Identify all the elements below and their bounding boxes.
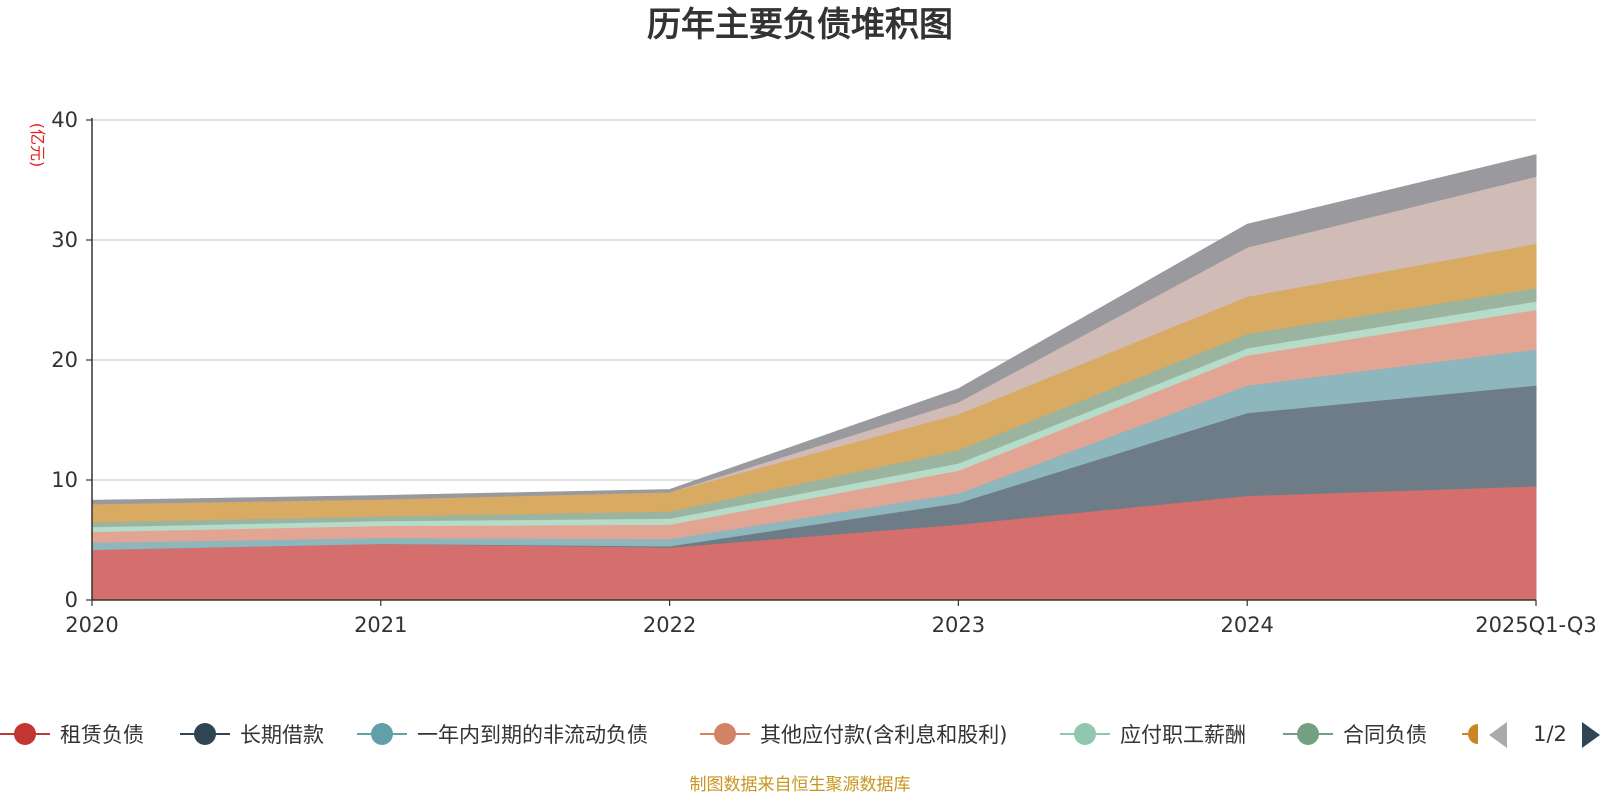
legend-label: 应付职工薪酬 bbox=[1120, 723, 1246, 747]
legend[interactable]: 租赁负债 长期借款 一年内到期的非流动负债 其他应付款(含利息和股利) 应付职工薪酬 合同… bbox=[0, 722, 1600, 748]
y-tick-label: 20 bbox=[51, 348, 78, 372]
x-tick-label: 2021 bbox=[354, 613, 407, 637]
legend-prev-arrow-icon[interactable] bbox=[1489, 722, 1507, 748]
legend-item[interactable]: 合同负债 bbox=[1283, 723, 1427, 747]
legend-marker bbox=[371, 723, 393, 745]
legend-label: 其他应付款(含利息和股利) bbox=[760, 723, 1007, 747]
legend-marker bbox=[194, 723, 216, 745]
legend-marker bbox=[1074, 723, 1096, 745]
legend-marker bbox=[714, 723, 736, 745]
y-axis-unit: (亿元) bbox=[28, 123, 47, 168]
chart-title: 历年主要负债堆积图 bbox=[647, 5, 953, 45]
axes: 0 10 20 30 40 2020 2021 2022 2023 2024 2025Q1-Q3 bbox=[51, 108, 1597, 637]
legend-next-arrow-icon[interactable] bbox=[1582, 722, 1600, 748]
legend-label: 租赁负债 bbox=[60, 723, 144, 747]
x-tick-label: 2022 bbox=[643, 613, 696, 637]
area-series-8 bbox=[91, 154, 1537, 505]
legend-label: 一年内到期的非流动负债 bbox=[417, 723, 648, 747]
legend-item[interactable]: 长期借款 bbox=[180, 723, 324, 747]
legend-label: 合同负债 bbox=[1343, 723, 1427, 747]
x-tick-label: 2025Q1-Q3 bbox=[1475, 613, 1597, 637]
legend-item[interactable]: 租赁负债 bbox=[0, 723, 144, 747]
legend-item[interactable]: 应付职工薪酬 bbox=[1060, 723, 1246, 747]
y-tick-label: 0 bbox=[65, 588, 78, 612]
legend-marker bbox=[14, 723, 36, 745]
area-series bbox=[91, 154, 1537, 601]
data-source-note: 制图数据来自恒生聚源数据库 bbox=[690, 775, 911, 795]
x-tick-label: 2020 bbox=[65, 613, 118, 637]
legend-marker bbox=[1297, 723, 1319, 745]
legend-label: 长期借款 bbox=[240, 723, 324, 747]
x-tick-label: 2023 bbox=[932, 613, 985, 637]
y-tick-label: 10 bbox=[51, 468, 78, 492]
legend-item[interactable]: 一年内到期的非流动负债 bbox=[357, 723, 648, 747]
y-tick-label: 30 bbox=[51, 228, 78, 252]
x-tick-label: 2024 bbox=[1220, 613, 1273, 637]
legend-marker-partial bbox=[1468, 724, 1478, 744]
legend-item[interactable]: 其他应付款(含利息和股利) bbox=[700, 723, 1007, 747]
y-tick-label: 40 bbox=[51, 108, 78, 132]
legend-page-indicator: 1/2 bbox=[1533, 722, 1567, 746]
